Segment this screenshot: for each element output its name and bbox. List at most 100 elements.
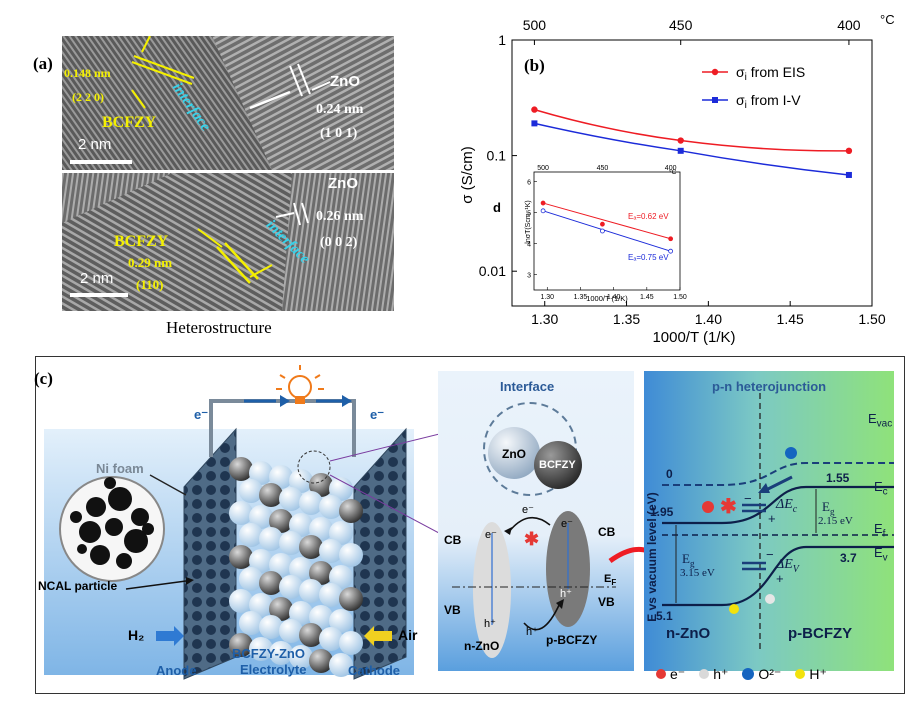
evac-level <box>662 462 894 486</box>
panel-c-label: (c) <box>34 369 53 388</box>
electrolyte-sphere <box>269 465 293 489</box>
electrolyte-sphere <box>289 469 313 493</box>
electrolyte-sphere <box>299 491 323 515</box>
inset-ea-eis: Eₐ=0.62 eV <box>628 212 669 221</box>
tem-bottom-fringes <box>62 173 394 311</box>
band-value-195: 1.95 <box>650 505 674 519</box>
band-title: p-n heterojunction <box>712 379 827 394</box>
y-tick-label: 1 <box>498 32 506 48</box>
ni-foam-label: Ni foam <box>96 461 144 476</box>
inset-point <box>540 208 546 214</box>
band-hole <box>765 594 775 604</box>
x-tick-label: 1.40 <box>695 311 722 327</box>
series-line-1 <box>534 122 850 176</box>
legend-label-iv: σi from I-V <box>736 92 801 111</box>
electrolyte-sphere <box>319 539 343 563</box>
interface-p-label: p-BCFZY <box>546 633 598 647</box>
zoom-circle <box>297 450 331 484</box>
electrolyte-sphere <box>329 477 353 501</box>
conductivity-chart: 1.30 1.35 1.40 1.45 1.50 0.010.11 500 450 400 … <box>459 12 895 346</box>
tem-top-bcfzy: BCFZY <box>102 114 157 131</box>
tem-image-top: 0.148 nm (2 2 0) BCFZY interface ZnO 0.2… <box>62 36 394 170</box>
eg-left-value: 3.15 eV <box>680 567 715 579</box>
electrolyte-sphere <box>289 513 313 537</box>
electrolyte-sphere <box>319 627 343 651</box>
series-line-0 <box>534 108 849 152</box>
interface-e-left: e⁻ <box>485 529 497 541</box>
y-tick-label: 0.1 <box>487 148 507 164</box>
band-value-37: 3.7 <box>840 551 857 565</box>
electrolyte-sphere <box>299 579 323 603</box>
top-tick-label: 400 <box>837 17 861 33</box>
delta-ev-label: ΔEV <box>776 557 799 575</box>
ef-band-label: Ef <box>874 521 886 540</box>
electrolyte-sphere <box>229 501 253 525</box>
inset-fit-line-1 <box>542 210 671 252</box>
legend-label-eis: σi from EIS <box>736 64 805 83</box>
ev-label: Ev <box>874 545 888 564</box>
band-proton <box>729 604 739 614</box>
data-point <box>845 147 853 155</box>
electron-label-right: e⁻ <box>370 407 385 422</box>
interface-vb-right: VB <box>598 595 615 609</box>
electrolyte-sphere <box>309 605 333 629</box>
band-value-zero: 0 <box>666 467 673 481</box>
electrolyte-sphere <box>329 609 353 633</box>
chart-xlabel: 1000/T (1/K) <box>652 329 735 346</box>
chart-top-unit: °C <box>880 12 895 27</box>
electrolyte-sphere <box>259 527 283 551</box>
interface-e-arrow: e⁻ <box>522 504 534 516</box>
inset-x-tick-label: 1.50 <box>673 294 687 301</box>
band-p-label: p-BCFZY <box>788 625 853 642</box>
charge-carrier-legend: e⁻ h⁺ O²⁻ H⁺ <box>656 664 827 684</box>
inset-point <box>668 236 674 242</box>
air-label: Air <box>398 627 418 643</box>
band-value-155: 1.55 <box>826 471 850 485</box>
electrolyte-sphere <box>329 565 353 589</box>
interface-box <box>438 371 634 671</box>
data-point <box>845 171 852 178</box>
interface-title: Interface <box>500 379 555 394</box>
inset-point <box>600 228 605 234</box>
electrolyte-sphere <box>269 641 293 665</box>
electrolyte-sphere <box>239 479 263 503</box>
inset-top-tick-label: 450 <box>597 165 609 172</box>
interface-block-mark: ✱ <box>524 529 539 549</box>
data-point <box>531 120 538 127</box>
panel-c: ✱ ✱ E vs vacuum level (eV) (c) e⁻ e⁻ Ni … <box>34 356 905 694</box>
x-tick-label: 1.30 <box>531 311 558 327</box>
data-point <box>531 106 538 113</box>
inset-ylabel: lnσT(Scm⁻¹K) <box>525 200 532 243</box>
electrolyte-sphere <box>229 545 253 569</box>
inset-chart: 1.30 1.35 1.40 1.45 1.50 3 4 5 6 500 450 400 lnσT(S… <box>525 165 687 303</box>
electrolyte-sphere <box>279 487 303 511</box>
electrolyte-sphere <box>269 553 293 577</box>
tem-bottom-zno: ZnO <box>328 175 358 192</box>
interface-e-right: e⁻ <box>561 518 573 530</box>
tem-top-scale: 2 nm <box>78 136 112 153</box>
tem-top-plane-right: (1 0 1) <box>320 126 358 141</box>
inset-top-tick-label: 400 <box>665 165 677 172</box>
legend-electron-dot <box>656 669 666 679</box>
electrolyte-sphere <box>289 557 313 581</box>
air-arrow-icon <box>364 626 392 646</box>
legend-hole: h⁺ <box>699 666 728 683</box>
electrolyte-sphere <box>289 645 313 669</box>
light-bulb-icon <box>276 365 324 404</box>
x-tick-label: 1.45 <box>777 311 804 327</box>
interface-cb-right: CB <box>598 525 616 539</box>
inset-y-tick-label: 4 <box>527 241 531 248</box>
electrolyte-sphere <box>269 597 293 621</box>
electrolyte-sphere <box>229 589 253 613</box>
inset-fit-line-0 <box>542 202 671 240</box>
legend-proton-dot <box>795 669 806 679</box>
inset-top-tick-label: 500 <box>537 165 549 172</box>
interface-h-mid: h⁺ <box>526 626 538 638</box>
electrolyte-sphere <box>279 531 303 555</box>
ec-label: Ec <box>874 479 888 498</box>
band-value-51: 5.1 <box>656 609 673 623</box>
inset-top-unit: °C <box>669 168 677 176</box>
tem-bottom-d-right: 0.26 nm <box>316 209 364 224</box>
interface-bcfzy-label: BCFZY <box>539 459 576 471</box>
tem-bottom-scale: 2 nm <box>80 270 114 287</box>
